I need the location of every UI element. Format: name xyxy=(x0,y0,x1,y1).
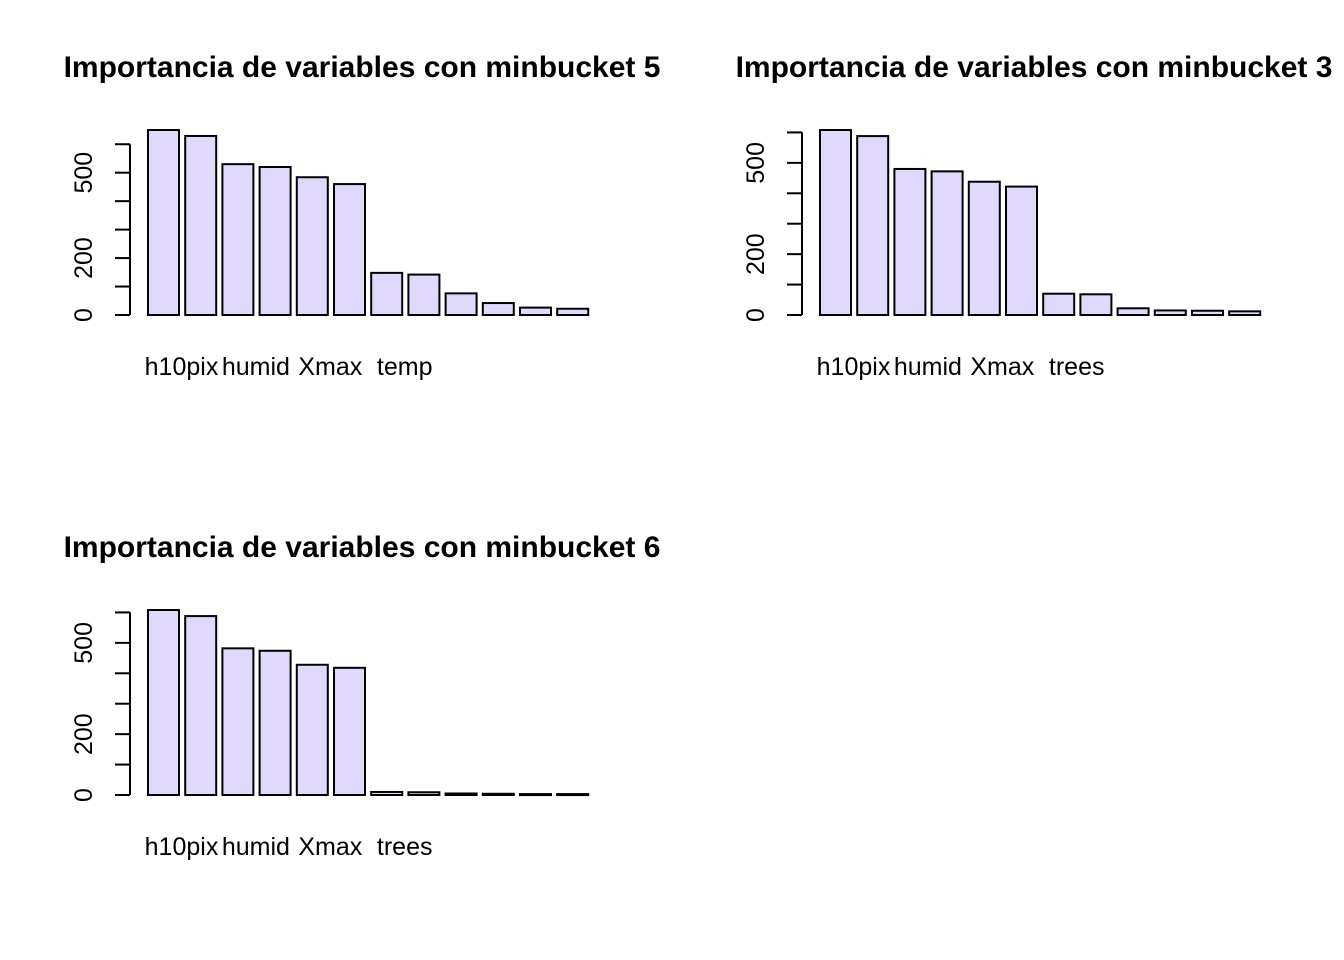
bar xyxy=(221,647,255,796)
bar xyxy=(930,170,964,316)
x-tick-label: h10pix xyxy=(145,833,219,861)
x-tick-label: Xmax xyxy=(298,353,362,381)
bar xyxy=(1042,292,1076,316)
chart-3: Importancia de variables con minbucket 6… xyxy=(64,531,661,861)
bar xyxy=(856,135,890,316)
y-tick-label: 500 xyxy=(70,152,98,194)
chart-title: Importancia de variables con minbucket 3 xyxy=(736,51,1333,84)
bar xyxy=(147,609,180,796)
bar xyxy=(444,792,478,796)
bar xyxy=(556,307,590,317)
bar xyxy=(258,649,292,796)
bar xyxy=(184,134,218,316)
y-tick-label: 500 xyxy=(742,142,770,184)
bar xyxy=(1116,307,1150,316)
chart-title: Importancia de variables con minbucket 6 xyxy=(64,531,661,564)
bar xyxy=(333,183,366,316)
bar xyxy=(258,166,292,316)
y-tick-label: 200 xyxy=(70,237,98,279)
x-tick-label: temp xyxy=(377,353,433,381)
bar xyxy=(444,292,478,317)
chart-panel-3: Importancia de variables con minbucket 6… xyxy=(0,480,672,960)
bar xyxy=(407,791,441,796)
bar xyxy=(481,302,515,316)
x-tick-label: humid xyxy=(222,833,290,861)
bar xyxy=(893,167,927,316)
chart-panel-2: Importancia de variables con minbucket 3… xyxy=(672,0,1344,480)
bar xyxy=(519,793,552,797)
chart-panel-1: Importancia de variables con minbucket 5… xyxy=(0,0,672,480)
bar xyxy=(184,615,218,796)
y-tick-label: 0 xyxy=(70,788,98,802)
x-tick-label: Xmax xyxy=(970,353,1034,381)
chart-title: Importancia de variables con minbucket 5 xyxy=(64,51,661,84)
bar xyxy=(370,271,404,316)
bar xyxy=(556,793,590,797)
y-tick-label: 200 xyxy=(742,233,770,275)
bar xyxy=(481,792,515,797)
y-tick-label: 500 xyxy=(70,622,98,664)
bar xyxy=(519,306,552,317)
chart-1: Importancia de variables con minbucket 5… xyxy=(64,51,661,381)
x-tick-label: h10pix xyxy=(817,353,891,381)
bar xyxy=(1228,310,1262,317)
x-tick-label: trees xyxy=(1049,353,1105,381)
bar xyxy=(407,273,441,317)
y-tick-label: 200 xyxy=(70,713,98,755)
bar xyxy=(967,180,1001,316)
y-tick-label: 0 xyxy=(70,308,98,322)
x-tick-label: humid xyxy=(894,353,962,381)
x-tick-label: h10pix xyxy=(145,353,219,381)
bar xyxy=(295,176,329,316)
bar xyxy=(1153,309,1187,316)
bar xyxy=(333,666,366,796)
bar xyxy=(295,663,329,796)
chart-2: Importancia de variables con minbucket 3… xyxy=(736,51,1333,381)
bar xyxy=(221,163,255,316)
bar xyxy=(147,129,180,316)
bar xyxy=(1079,293,1113,316)
bar xyxy=(819,129,852,316)
bar xyxy=(1191,309,1224,317)
x-tick-label: humid xyxy=(222,353,290,381)
bar xyxy=(1005,185,1038,316)
y-tick-label: 0 xyxy=(742,308,770,322)
x-tick-label: trees xyxy=(377,833,433,861)
x-tick-label: Xmax xyxy=(298,833,362,861)
bar xyxy=(370,790,404,797)
